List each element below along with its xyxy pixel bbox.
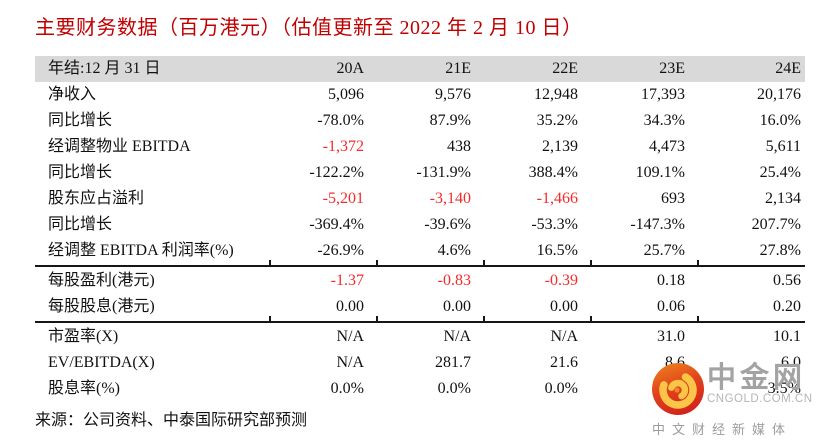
table-cell: -5,201 — [322, 190, 364, 207]
table-cell: 16.5% — [536, 242, 578, 259]
table-cell: -0.83 — [437, 272, 471, 289]
table-cell: 34.3% — [643, 112, 685, 129]
table-cell: -1,372 — [322, 138, 364, 155]
table-row-ev-ebitda: EV/EBITDA(X) N/A 281.7 21.6 8.6 6.0 — [35, 350, 805, 376]
table-row-pe: 市盈率(X) N/A N/A N/A 31.0 10.1 — [35, 324, 805, 350]
header-col-20a: 20A — [336, 60, 364, 77]
row-label: 同比增长 — [48, 112, 113, 129]
table-cell: 3.5% — [767, 380, 801, 397]
table-cell: 438 — [447, 138, 471, 155]
table-cell: 5,611 — [765, 138, 801, 155]
table-cell: -122.2% — [309, 164, 364, 181]
table-cell: 207.7% — [751, 216, 801, 233]
row-label: 净收入 — [48, 86, 97, 103]
table-cell: -53.3% — [531, 216, 578, 233]
table-row-adj-ebitda-margin: 经调整 EBITDA 利润率(%) -26.9% 4.6% 16.5% 25.7… — [35, 238, 805, 264]
row-label: 同比增长 — [48, 164, 113, 181]
table-cell: 16.0% — [759, 112, 801, 129]
table-cell: 0.00 — [336, 298, 364, 315]
table-cell: -1,466 — [536, 190, 578, 207]
table-cell: 25.7% — [643, 242, 685, 259]
table-cell: 17,393 — [641, 86, 685, 103]
table-cell: -0.39 — [544, 272, 578, 289]
table-cell: 27.8% — [759, 242, 801, 259]
table-cell: 281.7 — [435, 354, 471, 371]
table-cell: 0.06 — [657, 298, 685, 315]
table-cell: 0.18 — [657, 272, 685, 289]
header-col-23e: 23E — [659, 60, 685, 77]
table-cell: 20,176 — [757, 86, 801, 103]
section-divider — [35, 260, 805, 267]
table-cell: 12,948 — [534, 86, 578, 103]
header-col-22e: 22E — [552, 60, 578, 77]
table-row-dps: 每股股息(港元) 0.00 0.00 0.00 0.06 0.20 — [35, 294, 805, 320]
table-cell: 21.6 — [550, 354, 578, 371]
table-cell: 0.0% — [544, 380, 578, 397]
table-cell: 4,473 — [649, 138, 685, 155]
table-row-yoy-growth: 同比增长 -369.4% -39.6% -53.3% -147.3% 207.7… — [35, 212, 805, 238]
table-cell: 4.6% — [437, 242, 471, 259]
row-label: 每股股息(港元) — [48, 298, 155, 315]
table-cell: N/A — [550, 328, 578, 345]
financial-table: 年结:12 月 31 日 20A 21E 22E 23E 24E 净收入 5,0… — [35, 56, 805, 402]
source-note: 来源：公司资料、中泰国际研究部预测 — [35, 412, 308, 429]
table-cell: -26.9% — [317, 242, 364, 259]
table-cell: 25.4% — [759, 164, 801, 181]
table-row-adj-property-ebitda: 经调整物业 EBITDA -1,372 438 2,139 4,473 5,61… — [35, 134, 805, 160]
table-cell: 0.00 — [550, 298, 578, 315]
table-row-yoy-growth: 同比增长 -78.0% 87.9% 35.2% 34.3% 16.0% — [35, 108, 805, 134]
section-divider — [35, 316, 805, 323]
table-cell: 693 — [661, 190, 685, 207]
table-cell: -147.3% — [630, 216, 685, 233]
table-cell: 2,139 — [542, 138, 578, 155]
row-label: 股东应占溢利 — [48, 190, 145, 207]
table-cell: 35.2% — [536, 112, 578, 129]
table-row-yoy-growth: 同比增长 -122.2% -131.9% 388.4% 109.1% 25.4% — [35, 160, 805, 186]
table-cell: 5,096 — [328, 86, 364, 103]
table-cell: 2,134 — [765, 190, 801, 207]
table-cell: -1.37 — [330, 272, 364, 289]
table-cell: N/A — [336, 354, 364, 371]
table-cell: 10.1 — [773, 328, 801, 345]
table-cell: 87.9% — [429, 112, 471, 129]
table-cell: -3,140 — [429, 190, 471, 207]
row-label: EV/EBITDA(X) — [48, 354, 155, 371]
table-cell: -39.6% — [424, 216, 471, 233]
table-cell: 0.0% — [330, 380, 364, 397]
table-cell: 109.1% — [635, 164, 685, 181]
table-row-shareholders-profit: 股东应占溢利 -5,201 -3,140 -1,466 693 2,134 — [35, 186, 805, 212]
page-title: 主要财务数据（百万港元）（估值更新至 2022 年 2 月 10 日） — [35, 17, 583, 39]
watermark-brand-name: 中金网 — [707, 362, 807, 394]
table-cell: 6.0 — [781, 354, 801, 371]
table-cell: 31.0 — [657, 328, 685, 345]
row-label: 股息率(%) — [48, 380, 120, 397]
header-col-24e: 24E — [775, 60, 801, 77]
table-cell: -131.9% — [416, 164, 471, 181]
row-label: 市盈率(X) — [48, 328, 119, 345]
table-header-row: 年结:12 月 31 日 20A 21E 22E 23E 24E — [35, 56, 805, 82]
row-label: 经调整 EBITDA 利润率(%) — [48, 242, 234, 259]
table-cell: 388.4% — [528, 164, 578, 181]
table-cell: 0.00 — [443, 298, 471, 315]
row-label: 同比增长 — [48, 216, 113, 233]
table-cell: -78.0% — [317, 112, 364, 129]
table-cell: 0.0% — [437, 380, 471, 397]
table-row-eps: 每股盈利(港元) -1.37 -0.83 -0.39 0.18 0.56 — [35, 268, 805, 294]
header-label: 年结:12 月 31 日 — [48, 60, 161, 77]
header-col-21e: 21E — [445, 60, 471, 77]
table-cell: N/A — [443, 328, 471, 345]
watermark-tagline: 中文财经新媒体 — [652, 422, 793, 437]
row-label: 经调整物业 EBITDA — [48, 138, 191, 155]
cngold-logo-icon — [652, 363, 704, 415]
table-cell: 0.56 — [773, 272, 801, 289]
table-cell: 0.20 — [773, 298, 801, 315]
watermark-domain: CNGOLD.COM.CN — [707, 393, 813, 405]
table-cell: 9,576 — [435, 86, 471, 103]
table-cell: N/A — [336, 328, 364, 345]
table-cell: -369.4% — [309, 216, 364, 233]
table-row-net-revenue: 净收入 5,096 9,576 12,948 17,393 20,176 — [35, 82, 805, 108]
row-label: 每股盈利(港元) — [48, 272, 155, 289]
cngold-watermark: 中金网 CNGOLD.COM.CN 中文财经新媒体 — [652, 363, 820, 438]
